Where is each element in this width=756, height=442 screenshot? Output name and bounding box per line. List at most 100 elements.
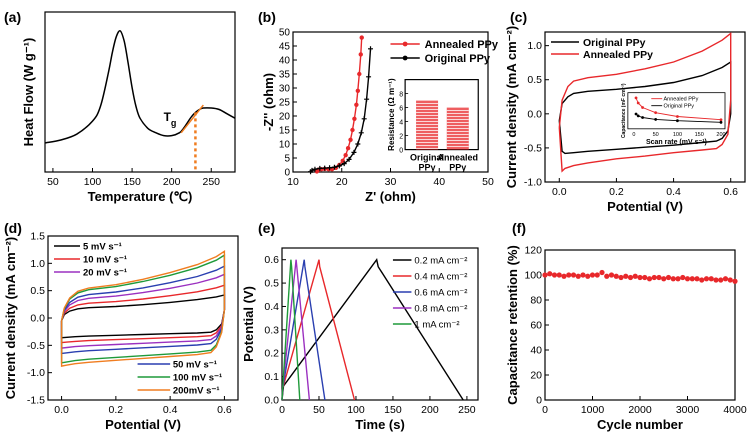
y-tick-label: 0.5 <box>264 278 279 290</box>
retention-point <box>599 269 605 276</box>
x-tick-label: 40 <box>433 176 445 188</box>
legend-label: 200mV s⁻¹ <box>173 386 220 397</box>
inset-y-axis-title: Resistance (Ω m⁻¹) <box>387 78 396 151</box>
panel-label: (e) <box>258 220 275 236</box>
y-tick-label: 120 <box>524 245 542 257</box>
y-tick-label: 50 <box>279 28 291 39</box>
retention-point <box>646 276 653 282</box>
x-tick-label: 100 <box>84 176 102 188</box>
cv-loop <box>60 250 226 367</box>
retention-point <box>642 274 648 281</box>
inset-point <box>636 101 640 105</box>
tg-tangent <box>180 104 204 134</box>
eis-point <box>368 46 374 52</box>
inset-x-tick-label: 150 <box>695 132 704 138</box>
y-tick-label: 0.4 <box>264 301 279 313</box>
y-tick-label: -1.0 <box>524 177 542 189</box>
eis-point <box>348 137 353 142</box>
x-tick-label: 150 <box>384 404 402 416</box>
legend-label: 10 mV s⁻¹ <box>83 255 127 266</box>
x-axis-title: Potential (V) <box>607 199 683 214</box>
y-tick-label: 1.0 <box>527 40 542 52</box>
legend-label: Original PPy <box>425 53 491 65</box>
x-axis-title: Cycle number <box>597 417 683 432</box>
y-axis-title: -Z'' (ohm) <box>261 73 276 131</box>
eis-point <box>331 164 337 170</box>
y-tick-label: 0.6 <box>264 254 279 266</box>
y-tick-label: 5 <box>284 154 290 165</box>
y-tick-label: 40 <box>279 56 291 67</box>
inset-x-tick-label: 0 <box>632 132 635 138</box>
y-axis-title: Capacitance retention (%) <box>505 245 520 405</box>
legend-label: 1 mA cm⁻² <box>414 320 459 331</box>
retention-point <box>551 272 558 278</box>
panel-label: (f) <box>512 220 526 236</box>
panel-label: (b) <box>258 9 276 25</box>
retention-point <box>680 274 686 281</box>
retention-point <box>585 273 591 279</box>
x-tick-label: 200 <box>421 404 439 416</box>
y-tick-label: 0.0 <box>30 313 45 325</box>
cv-loop <box>558 31 732 173</box>
eis-point <box>341 161 347 167</box>
eis-point <box>350 127 355 133</box>
legend-label: 0.6 mA cm⁻² <box>414 288 467 299</box>
y-tick-label: 0 <box>284 168 290 179</box>
legend-label: 20 mV s⁻¹ <box>83 268 127 279</box>
inset-category-label: Original <box>410 153 444 163</box>
inset-y-tick-label: 2 <box>399 134 403 141</box>
retention-point <box>561 273 567 279</box>
x-tick-label: 0 <box>279 404 285 416</box>
inset-y-tick-label: 6 <box>399 106 403 113</box>
y-tick-label: -1.5 <box>27 395 45 407</box>
tg-letter: T <box>164 110 172 124</box>
retention-point <box>703 276 710 282</box>
retention-point <box>580 272 586 278</box>
eis-point <box>364 96 370 102</box>
panel-label: (c) <box>510 9 527 25</box>
y-tick-label: 60 <box>530 320 542 332</box>
retention-point <box>632 273 638 279</box>
x-axis-title: Temperature (℃) <box>88 189 193 204</box>
y-tick-label: 25 <box>279 98 291 109</box>
tg-annotation: Tg <box>164 110 177 128</box>
gcd-curve <box>281 259 301 401</box>
inset-x-tick-label: 200 <box>716 132 725 138</box>
eis-point <box>322 165 328 171</box>
y-tick-label: 80 <box>530 295 542 307</box>
x-tick-label: 50 <box>47 176 59 188</box>
retention-point <box>708 276 714 282</box>
retention-point <box>637 274 643 281</box>
y-tick-label: 30 <box>279 84 291 95</box>
y-axis-title: Heat Flow (W g⁻¹) <box>21 38 36 147</box>
legend-label: 5 mV s⁻¹ <box>83 242 122 253</box>
y-tick-label: 0.5 <box>30 285 45 297</box>
x-tick-label: 0.2 <box>609 186 624 198</box>
y-tick-label: 10 <box>279 140 291 151</box>
inset-point <box>636 114 640 118</box>
retention-point <box>675 276 681 282</box>
plot-frame <box>404 78 479 151</box>
eis-point <box>352 116 357 122</box>
retention-point <box>651 274 657 281</box>
retention-point <box>722 276 729 282</box>
retention-point <box>566 272 572 278</box>
inset-legend-label: Original PPy <box>663 104 694 110</box>
y-tick-label: 0 <box>536 395 542 407</box>
inset-y-tick-label: 8 <box>399 92 403 99</box>
x-tick-label: 2000 <box>628 404 652 416</box>
y-tick-label: 0.3 <box>264 324 279 336</box>
heat-flow-curve <box>44 30 236 144</box>
eis-point <box>366 74 372 80</box>
y-tick-label: 35 <box>279 70 291 81</box>
y-tick-label: 1.5 <box>30 231 45 243</box>
y-tick-label: 40 <box>530 345 542 357</box>
inset-x-tick-label: 100 <box>673 132 682 138</box>
eis-point <box>357 71 362 77</box>
retention-point <box>547 271 553 277</box>
x-tick-label: 0.6 <box>217 404 232 416</box>
retention-point <box>713 277 719 283</box>
x-tick-label: 250 <box>458 404 476 416</box>
